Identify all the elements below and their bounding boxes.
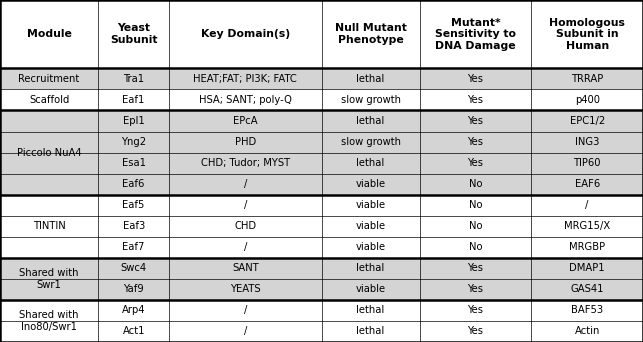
Text: Eaf1: Eaf1 [122,95,145,105]
Text: MRG15/X: MRG15/X [564,221,610,231]
Bar [0,321,643,342]
Text: Tra1: Tra1 [123,74,144,84]
Text: /: / [244,327,247,337]
Text: Eaf5: Eaf5 [122,200,145,210]
Text: Yes: Yes [467,263,484,273]
Text: Arp4: Arp4 [122,305,145,315]
Text: SANT: SANT [232,263,258,273]
Text: EPcA: EPcA [233,116,258,126]
Text: lethal: lethal [356,116,385,126]
Text: lethal: lethal [356,74,385,84]
Text: lethal: lethal [356,263,385,273]
Bar [0,132,643,153]
Text: /: / [244,179,247,189]
Text: Yes: Yes [467,158,484,168]
Text: EPC1/2: EPC1/2 [570,116,605,126]
Text: EAF6: EAF6 [575,179,600,189]
Bar [0,90,643,110]
Text: Yes: Yes [467,95,484,105]
Text: CHD: CHD [234,221,257,231]
Text: Yng2: Yng2 [121,137,146,147]
Text: Yeast
Subunit: Yeast Subunit [110,23,158,45]
Text: Yes: Yes [467,137,484,147]
Text: /: / [244,200,247,210]
Bar [0,300,643,321]
Text: Eaf6: Eaf6 [122,179,145,189]
Bar [0,0,643,68]
Bar [0,258,643,279]
Bar [0,68,643,90]
Bar [0,153,643,174]
Text: No: No [469,200,482,210]
Text: TINTIN: TINTIN [33,221,66,231]
Bar [0,195,643,216]
Text: viable: viable [356,242,386,252]
Text: Homologous
Subunit in
Human: Homologous Subunit in Human [549,17,625,51]
Text: Module: Module [26,29,71,39]
Text: HSA; SANT; poly-Q: HSA; SANT; poly-Q [199,95,292,105]
Text: Epl1: Epl1 [123,116,145,126]
Bar [0,174,643,195]
Text: lethal: lethal [356,158,385,168]
Text: slow growth: slow growth [341,137,401,147]
Text: viable: viable [356,285,386,294]
Text: Eaf3: Eaf3 [123,221,145,231]
Text: PHD: PHD [235,137,256,147]
Text: Recruitment: Recruitment [19,74,80,84]
Text: viable: viable [356,179,386,189]
Text: Act1: Act1 [122,327,145,337]
Text: Yes: Yes [467,327,484,337]
Text: Scaffold: Scaffold [29,95,69,105]
Text: No: No [469,179,482,189]
Text: TRRAP: TRRAP [571,74,603,84]
Text: Shared with
Swr1: Shared with Swr1 [19,268,79,290]
Text: BAF53: BAF53 [571,305,603,315]
Text: lethal: lethal [356,327,385,337]
Text: YEATS: YEATS [230,285,260,294]
Text: ING3: ING3 [575,137,599,147]
Text: DMAP1: DMAP1 [569,263,605,273]
Text: Shared with
Ino80/Swr1: Shared with Ino80/Swr1 [19,310,79,332]
Text: Piccolo NuA4: Piccolo NuA4 [17,148,82,158]
Text: No: No [469,221,482,231]
Text: /: / [586,200,589,210]
Text: Yes: Yes [467,74,484,84]
Text: Yes: Yes [467,116,484,126]
Text: p400: p400 [575,95,600,105]
Text: Swc4: Swc4 [121,263,147,273]
Text: /: / [244,305,247,315]
Text: HEAT;FAT; PI3K; FATC: HEAT;FAT; PI3K; FATC [194,74,297,84]
Bar [0,237,643,258]
Bar [0,279,643,300]
Text: /: / [244,242,247,252]
Text: Actin: Actin [574,327,600,337]
Text: CHD; Tudor; MYST: CHD; Tudor; MYST [201,158,290,168]
Text: lethal: lethal [356,305,385,315]
Text: Yaf9: Yaf9 [123,285,144,294]
Text: slow growth: slow growth [341,95,401,105]
Text: Null Mutant
Phenotype: Null Mutant Phenotype [334,23,406,45]
Text: Esa1: Esa1 [122,158,146,168]
Text: Yes: Yes [467,305,484,315]
Text: viable: viable [356,221,386,231]
Text: Eaf7: Eaf7 [122,242,145,252]
Text: MRGBP: MRGBP [569,242,605,252]
Bar [0,216,643,237]
Text: GAS41: GAS41 [570,285,604,294]
Text: Yes: Yes [467,285,484,294]
Text: TIP60: TIP60 [574,158,601,168]
Text: Mutant*
Sensitivity to
DNA Damage: Mutant* Sensitivity to DNA Damage [435,17,516,51]
Text: Key Domain(s): Key Domain(s) [201,29,290,39]
Bar [0,110,643,132]
Text: No: No [469,242,482,252]
Text: viable: viable [356,200,386,210]
